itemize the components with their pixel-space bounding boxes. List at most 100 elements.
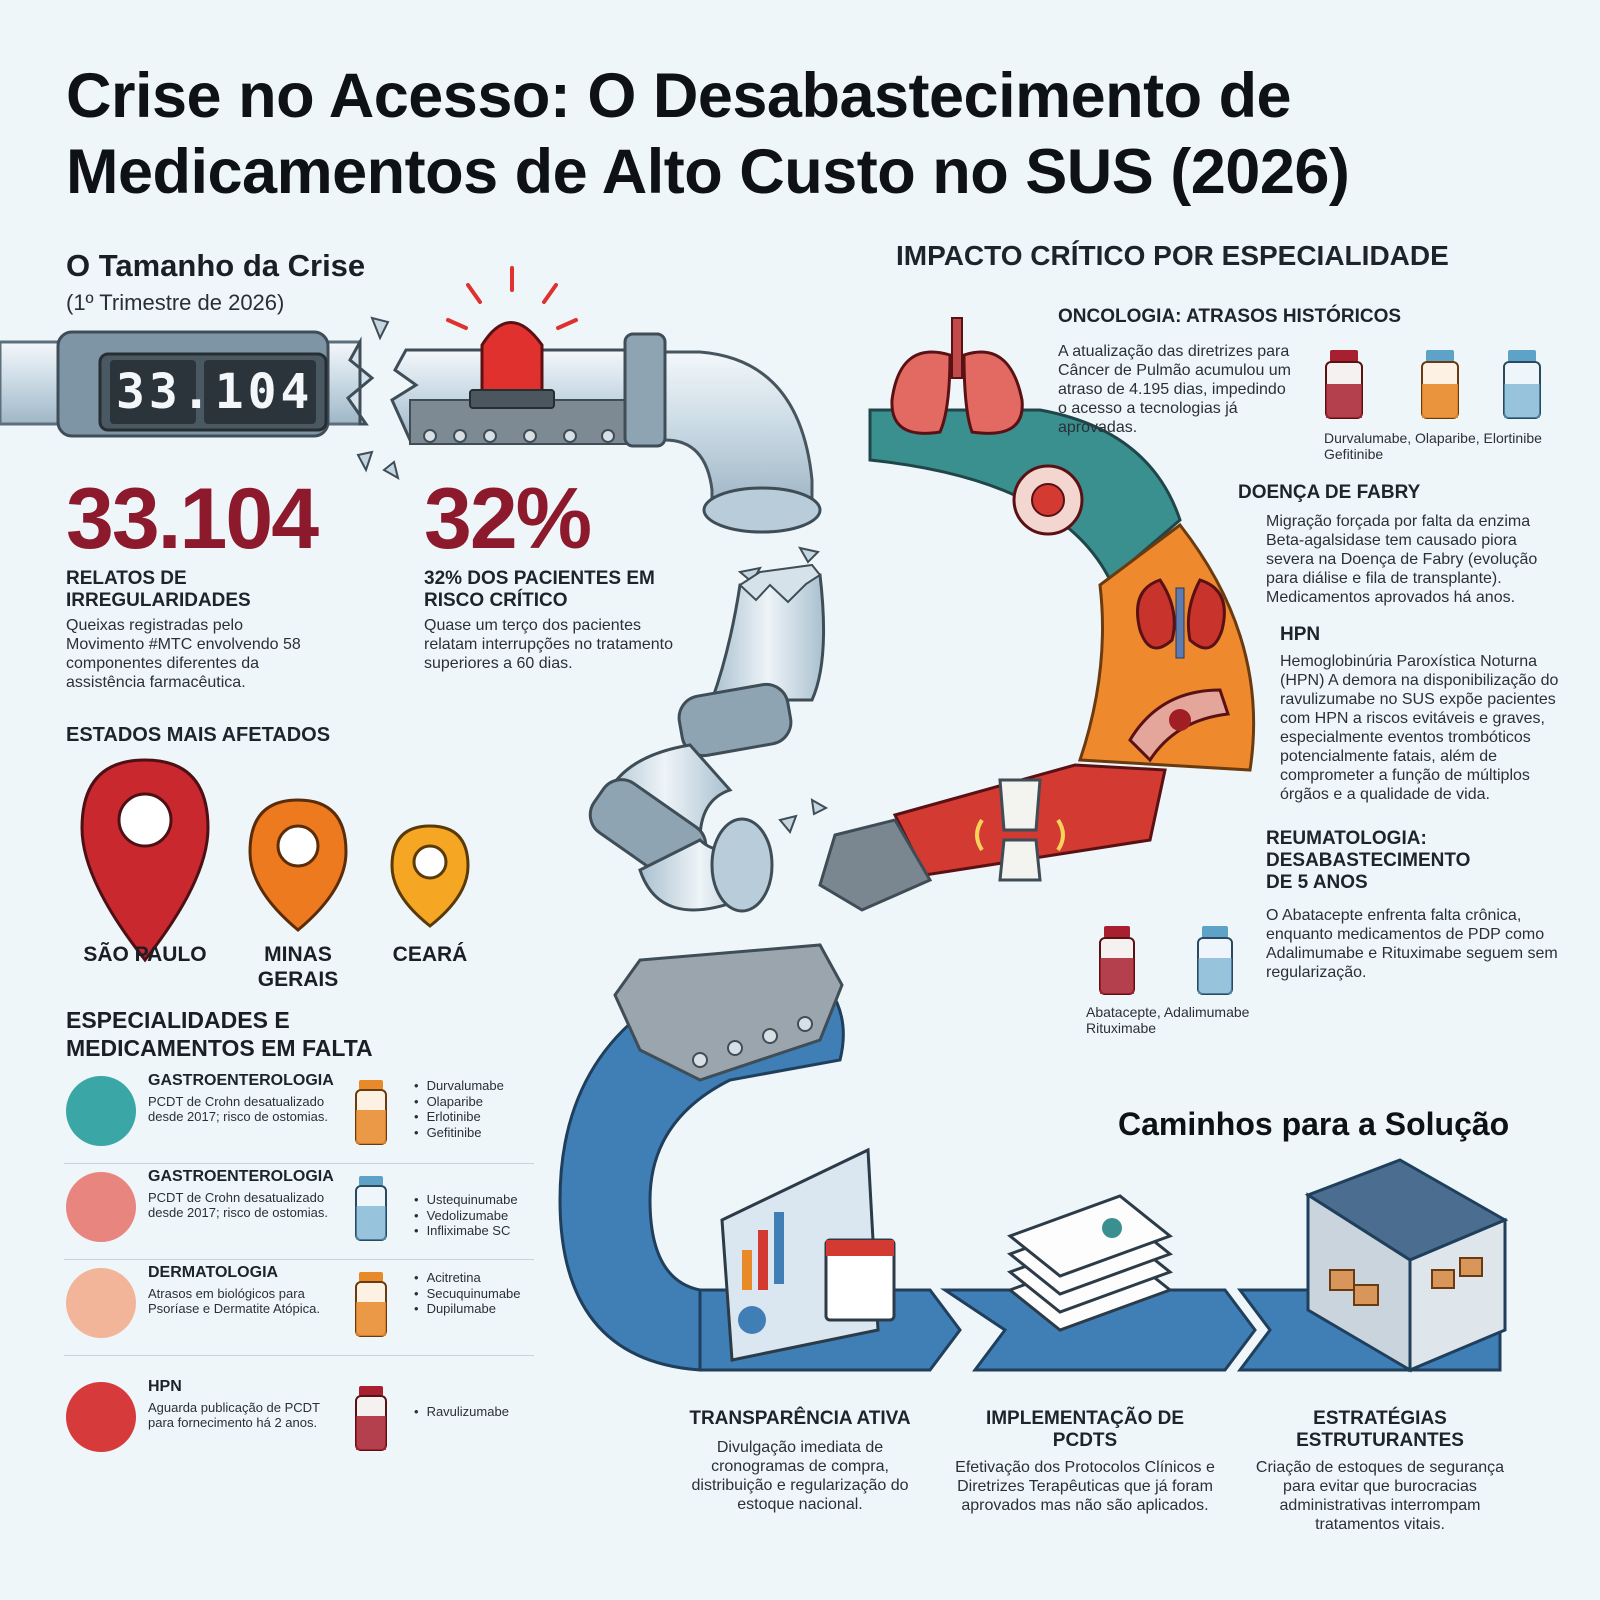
kidney-icon [1136,578,1226,659]
med-item: Dupilumabe [414,1301,521,1317]
med-item: Vedolizumabe [414,1208,518,1224]
med-item: Secuquinumabe [414,1286,521,1302]
impact-oncologia-title: ONCOLOGIA: ATRASOS HISTÓRICOS [1058,306,1402,327]
solution-strategies-title-line1: ESTRATÉGIAS [1313,1408,1447,1429]
stat-risk-desc: Quase um terço dos pacientes relatam int… [424,617,674,672]
stat-reports-label-line1: RELATOS DE [66,568,187,589]
map-pin-sao-paulo-icon [80,758,210,963]
state-minas-gerais-line2: GERAIS [257,968,339,991]
solution-strategies-title-line2: ESTRUTURANTES [1296,1430,1464,1451]
states-heading: ESTADOS MAIS AFETADOS [66,724,331,746]
stat-risk-label-line2: RISCO CRÍTICO [424,590,568,611]
specialty-meds: Ravulizumabe [414,1404,509,1420]
vial-icon [355,1080,387,1145]
impact-oncologia-meds: Durvalumabe, Olaparibe, Elortinibe Gefit… [1324,430,1542,462]
counter-display [98,352,328,432]
siren-icon [446,266,578,409]
med-item: Gefitinibe [414,1125,504,1141]
stomach-icon [66,1076,136,1146]
stat-risk-label: 32% DOS PACIENTES EM RISCO CRÍTICO [424,568,655,612]
impact-hpn-title: HPN [1280,624,1321,645]
med-item: Durvalumabe [414,1078,504,1094]
specialties-heading: ESPECIALIDADES E MEDICAMENTOS EM FALTA [66,1006,373,1062]
vial-icon [355,1386,387,1451]
vial-icon [355,1176,387,1241]
counter-value: 33.104 [116,364,314,420]
impact-reuma-title-line2: DESABASTECIMENTO [1266,850,1471,871]
specialty-title: HPN [148,1378,182,1395]
joint-icon [975,778,1065,882]
specialties-heading-line2: MEDICAMENTOS EM FALTA [66,1035,373,1061]
vial-icon [355,1272,387,1337]
stat-reports-label: RELATOS DE IRREGULARIDADES [66,568,251,612]
impact-reuma-meds-line2: Rituximabe [1086,1020,1157,1036]
lungs-icon [890,317,1024,435]
state-minas-gerais: MINAS GERAIS [248,942,348,992]
stat-reports-label-line2: IRREGULARIDADES [66,590,251,611]
med-item: Olaparibe [414,1094,504,1110]
broken-pipe-middle [588,563,826,913]
specialty-row: DERMATOLOGIA Atrasos em biológicos para … [64,1260,534,1356]
vials-oncologia-icon [1325,350,1541,419]
stat-risk-value: 32% [424,471,592,567]
blood-cells-icon [66,1382,136,1452]
skin-icon [66,1268,136,1338]
conveyor-belt [613,943,844,1082]
specialties-heading-line1: ESPECIALIDADES E [66,1007,290,1033]
debris [356,316,829,834]
impact-fabry-desc: Migração forçada por falta da enzima Bet… [1266,513,1538,606]
specialty-title: GASTROENTEROLOGIA [148,1168,334,1185]
impact-reuma-meds-line1: Abatacepte, Adalimumabe [1086,1004,1250,1020]
med-item: Acitretina [414,1270,521,1286]
map-pin-minas-gerais-icon [248,798,348,932]
specialty-desc: PCDT de Crohn desatualizado desde 2017; … [148,1190,328,1220]
specialty-row: GASTROENTEROLOGIA PCDT de Crohn desatual… [64,1164,534,1260]
impact-reuma-desc: O Abatacepte enfrenta falta crônica, enq… [1266,907,1558,981]
state-sao-paulo: SÃO PAULO [83,943,207,966]
med-item: Erlotinibe [414,1109,504,1125]
impact-fabry-title: DOENÇA DE FABRY [1238,482,1421,503]
med-item: Ravulizumabe [414,1404,509,1420]
vials-reumatologia-icon [1099,926,1233,995]
specialty-desc: PCDT de Crohn desatualizado desde 2017; … [148,1094,328,1124]
specialty-row: HPN Aguarda publicação de PCDT para forn… [64,1374,534,1470]
page-title-line2: Medicamentos de Alto Custo no SUS (2026) [66,137,1350,207]
impact-reuma-title-line1: REUMATOLOGIA: [1266,828,1427,849]
solution-transparency-desc: Divulgação imediata de cronogramas de co… [691,1439,909,1513]
state-minas-gerais-line1: MINAS [264,943,332,966]
impact-oncologia-desc: A atualização das diretrizes para Câncer… [1058,343,1292,436]
impact-reuma-title-line3: DE 5 ANOS [1266,872,1368,893]
impact-reuma-meds: Abatacepte, Adalimumabe Rituximabe [1086,1004,1249,1036]
impact-heading: IMPACTO CRÍTICO POR ESPECIALIDADE [896,240,1449,271]
intestine-icon [66,1172,136,1242]
specialty-title: DERMATOLOGIA [148,1264,279,1281]
solution-transparency-title: TRANSPARÊNCIA ATIVA [689,1408,911,1429]
med-item: Ustequinumabe [414,1192,518,1208]
page-title-line1: Crise no Acesso: O Desabastecimento de [66,61,1292,131]
stat-reports-desc: Queixas registradas pelo Movimento #MTC … [66,617,301,691]
warehouse-icon [1304,1158,1509,1373]
tumor-cell-icon [1012,464,1084,536]
solution-pcdts-title-line1: IMPLEMENTAÇÃO DE [985,1408,1185,1429]
crisis-heading: O Tamanho da Crise [66,248,366,283]
crisis-period: (1º Trimestre de 2026) [66,290,285,315]
specialty-desc: Aguarda publicação de PCDT para fornecim… [148,1400,320,1430]
blood-vessel-icon [1128,688,1231,763]
specialty-title: GASTROENTEROLOGIA [148,1072,334,1089]
specialty-row: GASTROENTEROLOGIA PCDT de Crohn desatual… [64,1068,534,1164]
specialty-meds: Ustequinumabe Vedolizumabe Infliximabe S… [414,1192,518,1239]
solutions-heading: Caminhos para a Solução [1118,1106,1510,1142]
solution-strategies-title: ESTRATÉGIAS ESTRUTURANTES [1240,1408,1520,1452]
med-item: Infliximabe SC [414,1223,518,1239]
documents-icon [1006,1194,1174,1332]
specialty-meds: Durvalumabe Olaparibe Erlotinibe Gefitin… [414,1078,504,1140]
solution-pcdts-desc: Efetivação dos Protocolos Clínicos e Dir… [955,1459,1215,1514]
dashboard-calendar-icon [720,1147,896,1362]
stat-risk-label-line1: 32% DOS PACIENTES EM [424,568,655,589]
impact-hpn-desc: Hemoglobinúria Paroxística Noturna (HPN)… [1280,653,1559,803]
state-ceara: CEARÁ [392,943,468,966]
impact-reuma-title: REUMATOLOGIA: DESABASTECIMENTO DE 5 ANOS [1266,828,1470,894]
specialty-meds: Acitretina Secuquinumabe Dupilumabe [414,1270,521,1317]
specialty-desc: Atrasos em biológicos para Psoríase e De… [148,1286,320,1316]
